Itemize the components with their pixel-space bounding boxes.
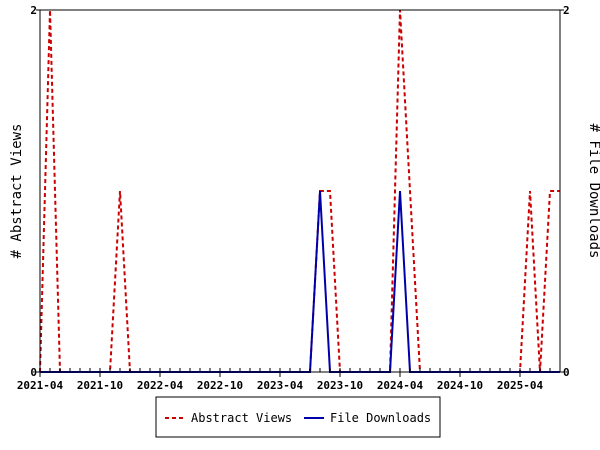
x-tick-label: 2022-10 [197, 379, 243, 392]
legend-label-abstract-views: Abstract Views [191, 411, 292, 425]
y-right-tick-label: 0 [563, 366, 570, 379]
y-right-tick-label: 2 [563, 4, 570, 17]
y-axis-left-title: # Abstract Views [9, 124, 25, 259]
axis-layer: 2021-04 2021-10 2022-04 2022-10 2023-04 2023-… [17, 4, 570, 392]
x-tick-label: 2024-10 [437, 379, 483, 392]
x-tick-label: 2025-04 [497, 379, 544, 392]
x-tick-label: 2021-10 [77, 379, 123, 392]
y-axis-right-title: # File Downloads [586, 124, 600, 259]
legend-label-file-downloads: File Downloads [330, 411, 431, 425]
x-tick-label: 2022-04 [137, 379, 184, 392]
legend: Abstract Views File Downloads [155, 396, 441, 438]
x-tick-label: 2021-04 [17, 379, 64, 392]
x-tick-label: 2023-04 [257, 379, 304, 392]
plot-area [40, 10, 560, 372]
x-tick-label: 2024-04 [377, 379, 424, 392]
x-tick-label: 2023-10 [317, 379, 363, 392]
y-left-tick-label: 2 [30, 4, 37, 17]
y-left-tick-label: 0 [30, 366, 37, 379]
legend-box [155, 396, 441, 438]
